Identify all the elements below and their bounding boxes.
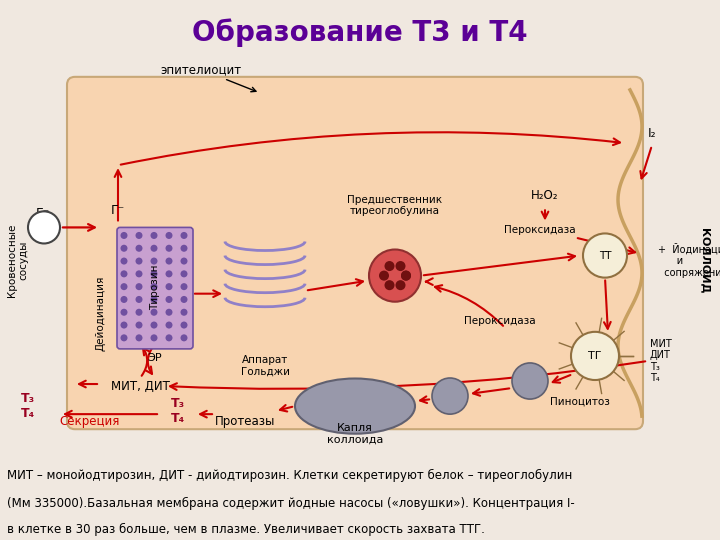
Text: МИТ, ДИТ: МИТ, ДИТ <box>111 380 169 393</box>
Circle shape <box>150 321 158 328</box>
Circle shape <box>166 258 173 265</box>
Circle shape <box>401 271 411 281</box>
Circle shape <box>181 309 187 316</box>
Circle shape <box>395 261 405 271</box>
Text: Г⁻: Г⁻ <box>36 207 50 220</box>
Text: Дейодинация: Дейодинация <box>95 276 105 352</box>
Circle shape <box>181 258 187 265</box>
Circle shape <box>181 271 187 278</box>
Text: Пероксидаза: Пероксидаза <box>504 225 576 235</box>
Text: Секреция: Секреция <box>60 415 120 428</box>
Circle shape <box>120 309 127 316</box>
Text: Предшественник
тиреоглобулина: Предшественник тиреоглобулина <box>348 194 443 216</box>
Circle shape <box>135 271 143 278</box>
Text: Протеазы: Протеазы <box>215 415 275 428</box>
Circle shape <box>166 296 173 303</box>
Circle shape <box>166 245 173 252</box>
Text: Аппарат
Гольджи: Аппарат Гольджи <box>240 355 289 377</box>
Circle shape <box>181 321 187 328</box>
Circle shape <box>166 309 173 316</box>
Circle shape <box>150 283 158 290</box>
Text: ТГ: ТГ <box>588 351 602 361</box>
Circle shape <box>120 334 127 341</box>
Circle shape <box>166 283 173 290</box>
Text: Т₃
Т₄: Т₃ Т₄ <box>171 397 185 425</box>
Text: ЭР: ЭР <box>148 353 162 363</box>
Circle shape <box>135 296 143 303</box>
Text: Образование Т3 и Т4: Образование Т3 и Т4 <box>192 18 528 47</box>
Circle shape <box>120 232 127 239</box>
Circle shape <box>135 321 143 328</box>
Text: (Мм 335000).Базальная мембрана содержит йодные насосы («ловушки»). Концентрация : (Мм 335000).Базальная мембрана содержит … <box>7 496 575 510</box>
Text: КОЛЛОИД: КОЛЛОИД <box>700 228 710 293</box>
Text: эпителиоцит: эпителиоцит <box>160 63 256 92</box>
Circle shape <box>135 283 143 290</box>
Circle shape <box>401 271 411 281</box>
Circle shape <box>150 309 158 316</box>
Text: Кровеносные
сосуды: Кровеносные сосуды <box>7 224 29 297</box>
Circle shape <box>384 280 395 290</box>
Circle shape <box>150 258 158 265</box>
Circle shape <box>135 245 143 252</box>
Ellipse shape <box>295 379 415 434</box>
Text: в клетке в 30 раз больше, чем в плазме. Увеличивает скорость захвата ТТГ.: в клетке в 30 раз больше, чем в плазме. … <box>7 523 485 536</box>
Text: Т₃
Т₄: Т₃ Т₄ <box>21 392 35 420</box>
Circle shape <box>369 249 421 302</box>
Circle shape <box>120 271 127 278</box>
Text: Тирозин: Тирозин <box>150 265 160 310</box>
Circle shape <box>120 283 127 290</box>
Circle shape <box>379 271 389 281</box>
Circle shape <box>120 258 127 265</box>
Circle shape <box>512 363 548 399</box>
Circle shape <box>181 283 187 290</box>
Circle shape <box>150 334 158 341</box>
Text: Пероксидаза: Пероксидаза <box>464 316 536 326</box>
Circle shape <box>181 334 187 341</box>
Circle shape <box>432 378 468 414</box>
Text: Г⁻: Г⁻ <box>111 204 125 217</box>
Text: МИТ
ДИТ
Т₃
Т₄: МИТ ДИТ Т₃ Т₄ <box>650 339 672 383</box>
Circle shape <box>120 245 127 252</box>
Circle shape <box>28 211 60 244</box>
Text: МИТ – монойодтирозин, ДИТ - дийодтирозин. Клетки секретируют белок – тиреоглобул: МИТ – монойодтирозин, ДИТ - дийодтирозин… <box>7 469 572 482</box>
Circle shape <box>150 232 158 239</box>
Circle shape <box>135 258 143 265</box>
Circle shape <box>166 232 173 239</box>
Circle shape <box>135 334 143 341</box>
Text: +  Йодинация
      и
  сопряжение: + Йодинация и сопряжение <box>658 243 720 278</box>
Text: Капля
коллоида: Капля коллоида <box>327 423 383 445</box>
Circle shape <box>166 271 173 278</box>
Circle shape <box>135 309 143 316</box>
Text: Пиноцитоз: Пиноцитоз <box>550 396 610 406</box>
Circle shape <box>384 261 395 271</box>
Text: ТТ: ТТ <box>599 251 611 260</box>
Circle shape <box>150 296 158 303</box>
FancyBboxPatch shape <box>117 227 193 349</box>
Text: I₂: I₂ <box>648 126 657 139</box>
Circle shape <box>150 271 158 278</box>
FancyBboxPatch shape <box>67 77 643 429</box>
Circle shape <box>166 334 173 341</box>
Circle shape <box>395 280 405 290</box>
Text: H₂O₂: H₂O₂ <box>531 189 559 202</box>
Circle shape <box>150 245 158 252</box>
Circle shape <box>583 233 627 278</box>
Circle shape <box>571 332 619 380</box>
Circle shape <box>181 296 187 303</box>
Circle shape <box>181 232 187 239</box>
Circle shape <box>120 321 127 328</box>
Circle shape <box>181 245 187 252</box>
Circle shape <box>166 321 173 328</box>
Circle shape <box>135 232 143 239</box>
Circle shape <box>120 296 127 303</box>
